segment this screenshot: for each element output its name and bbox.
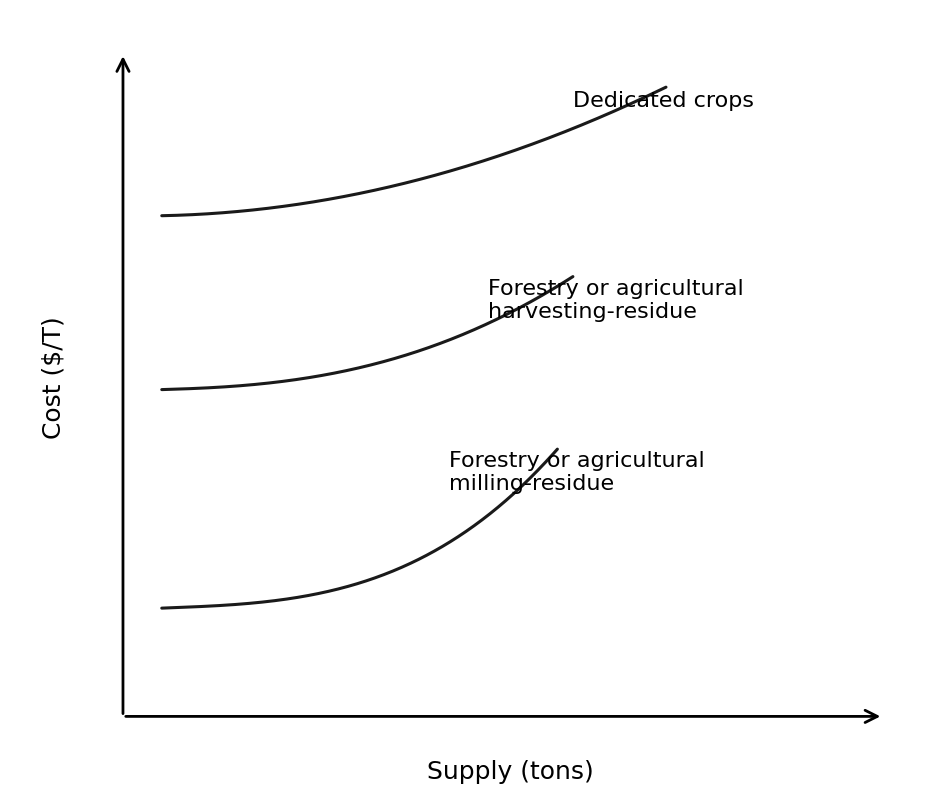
- Text: Cost ($/T): Cost ($/T): [42, 317, 65, 439]
- Text: Forestry or agricultural
harvesting-residue: Forestry or agricultural harvesting-resi…: [487, 279, 744, 322]
- Text: Supply (tons): Supply (tons): [428, 760, 594, 784]
- Text: Forestry or agricultural
milling-residue: Forestry or agricultural milling-residue: [448, 451, 705, 494]
- Text: Dedicated crops: Dedicated crops: [573, 91, 754, 111]
